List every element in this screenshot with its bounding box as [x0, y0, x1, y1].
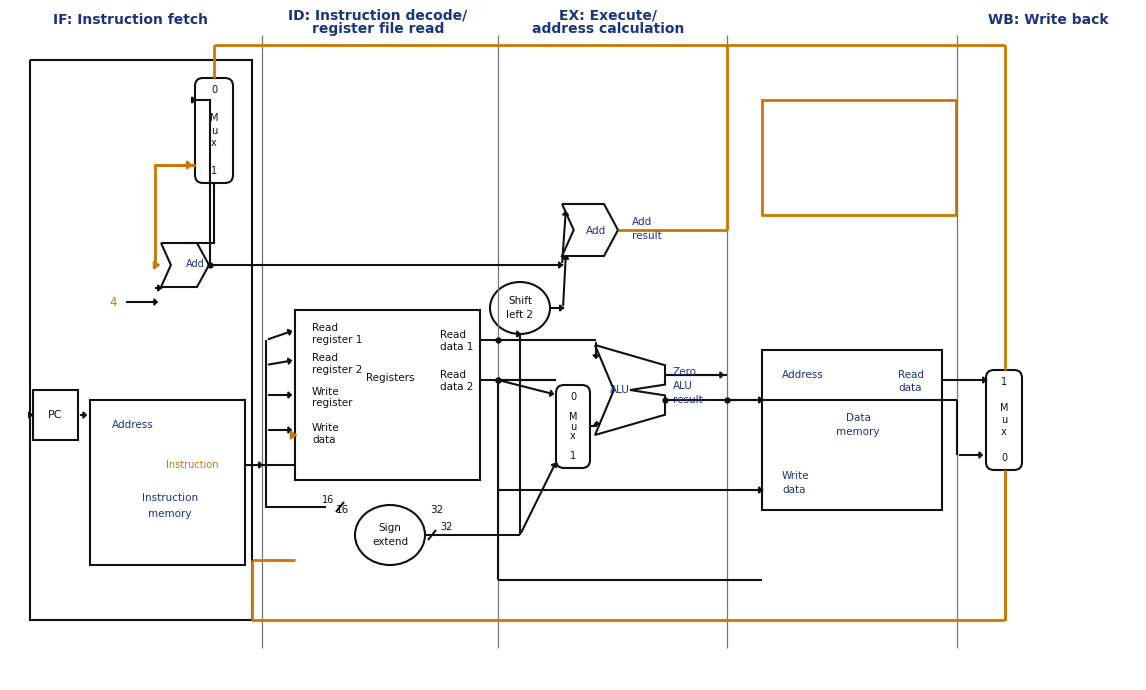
Text: Read: Read — [440, 330, 466, 340]
Text: data 1: data 1 — [440, 342, 473, 352]
Text: M: M — [210, 113, 218, 123]
Text: Read: Read — [440, 370, 466, 380]
Text: Registers: Registers — [366, 373, 414, 383]
Text: Write: Write — [312, 423, 339, 433]
Text: Read: Read — [312, 353, 338, 363]
Text: Instruction: Instruction — [166, 460, 218, 470]
Text: Add: Add — [186, 259, 204, 269]
Text: memory: memory — [837, 427, 880, 437]
Text: Instruction: Instruction — [142, 493, 198, 503]
Text: data: data — [782, 485, 806, 495]
Text: register 2: register 2 — [312, 365, 362, 375]
Text: M: M — [568, 411, 578, 422]
Text: Data: Data — [846, 413, 871, 423]
Text: 16: 16 — [336, 505, 348, 515]
Text: Add: Add — [586, 226, 606, 236]
Bar — [91, 400, 245, 565]
Text: M: M — [999, 403, 1008, 413]
Text: 0: 0 — [570, 392, 576, 402]
Text: 16: 16 — [322, 495, 333, 505]
Text: 32: 32 — [431, 505, 444, 515]
Text: u: u — [570, 422, 576, 431]
Text: result: result — [631, 231, 661, 241]
Text: left 2: left 2 — [507, 310, 534, 320]
Text: memory: memory — [148, 509, 191, 519]
Text: ID: Instruction decode/: ID: Instruction decode/ — [289, 8, 468, 22]
Text: ALU: ALU — [673, 381, 693, 391]
Bar — [33, 390, 78, 440]
Ellipse shape — [355, 505, 425, 565]
Text: Address: Address — [782, 370, 824, 380]
Text: 0: 0 — [211, 85, 217, 95]
Text: data: data — [312, 435, 336, 445]
Polygon shape — [595, 345, 665, 435]
Text: x: x — [570, 431, 576, 442]
Text: 4: 4 — [109, 295, 117, 308]
Text: 1: 1 — [570, 451, 576, 461]
Polygon shape — [562, 204, 618, 256]
Text: Write: Write — [782, 471, 809, 481]
Text: PC: PC — [48, 410, 62, 420]
Text: register file read: register file read — [312, 22, 445, 36]
Text: data: data — [898, 383, 921, 393]
Text: Write: Write — [312, 387, 339, 397]
Text: 0: 0 — [1000, 453, 1007, 463]
FancyBboxPatch shape — [986, 370, 1022, 470]
Text: Zero: Zero — [673, 367, 697, 377]
Text: address calculation: address calculation — [532, 22, 684, 36]
Text: 1: 1 — [211, 166, 217, 176]
Bar — [295, 310, 480, 480]
Text: x: x — [211, 138, 217, 148]
Bar — [762, 100, 956, 215]
Text: Address: Address — [112, 420, 154, 430]
Text: x: x — [1002, 427, 1007, 437]
Text: 1: 1 — [1000, 377, 1007, 387]
Text: EX: Execute/: EX: Execute/ — [559, 8, 657, 22]
Text: Read: Read — [898, 370, 924, 380]
Text: 32: 32 — [440, 522, 453, 532]
Text: register: register — [312, 398, 353, 408]
Text: Read: Read — [312, 323, 338, 333]
Text: IF: Instruction fetch: IF: Instruction fetch — [53, 13, 207, 27]
Text: u: u — [211, 126, 217, 135]
Text: result: result — [673, 395, 702, 405]
FancyBboxPatch shape — [195, 78, 233, 183]
Ellipse shape — [490, 282, 550, 334]
Text: u: u — [1000, 415, 1007, 425]
FancyBboxPatch shape — [556, 385, 590, 468]
Text: WB: Write back: WB: Write back — [988, 13, 1108, 27]
Text: data 2: data 2 — [440, 382, 473, 392]
Text: ALU: ALU — [610, 385, 630, 395]
Text: register 1: register 1 — [312, 335, 362, 345]
Polygon shape — [160, 243, 209, 287]
Bar — [762, 350, 942, 510]
Text: Add: Add — [631, 217, 652, 227]
Text: Sign: Sign — [378, 523, 401, 533]
Text: Shift: Shift — [508, 296, 532, 306]
Text: extend: extend — [372, 537, 408, 547]
